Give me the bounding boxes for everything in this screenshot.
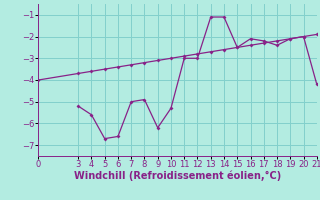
X-axis label: Windchill (Refroidissement éolien,°C): Windchill (Refroidissement éolien,°C) (74, 171, 281, 181)
